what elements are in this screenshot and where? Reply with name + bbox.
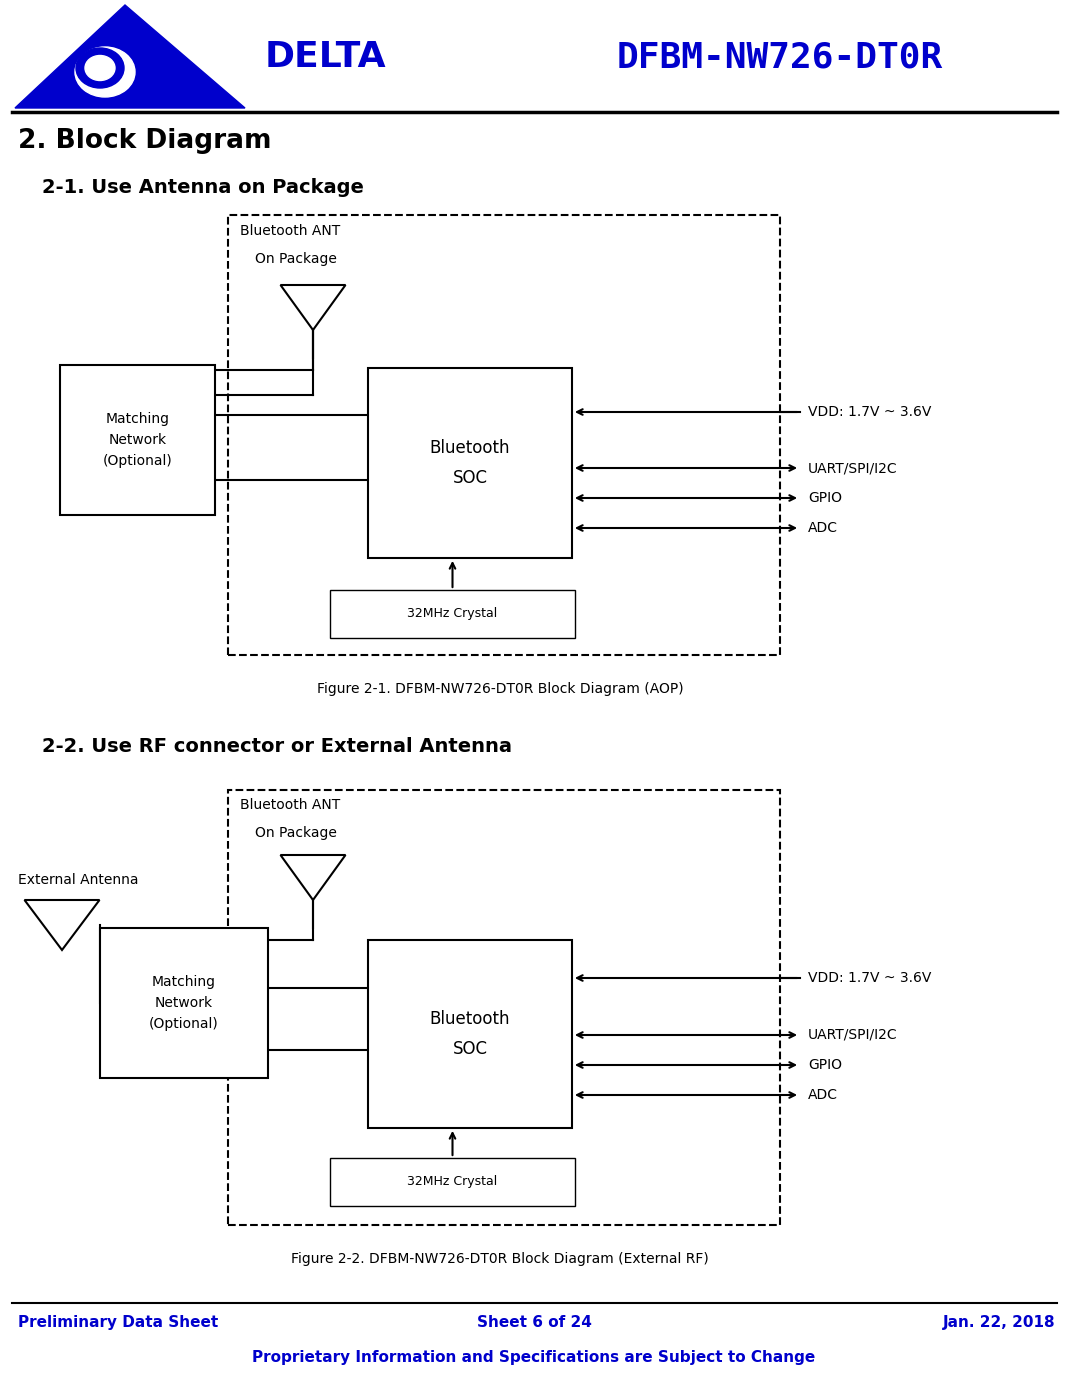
Bar (330, 1158, 575, 1206)
Text: UART/SPI/I2C: UART/SPI/I2C (808, 461, 898, 475)
Text: Bluetooth
SOC: Bluetooth SOC (430, 1011, 510, 1058)
Bar (330, 590, 575, 638)
Text: Figure 2-2. DFBM-NW726-DT0R Block Diagram (External RF): Figure 2-2. DFBM-NW726-DT0R Block Diagra… (291, 1252, 709, 1266)
Bar (368, 368, 572, 558)
Text: 32MHz Crystal: 32MHz Crystal (407, 1176, 498, 1188)
Polygon shape (280, 855, 345, 900)
Bar (100, 928, 268, 1078)
Text: ADC: ADC (808, 521, 838, 535)
Bar (228, 215, 780, 655)
Text: Bluetooth
SOC: Bluetooth SOC (430, 439, 510, 486)
Text: Preliminary Data Sheet: Preliminary Data Sheet (18, 1314, 218, 1330)
Text: External Antenna: External Antenna (18, 873, 139, 886)
Text: 2-2. Use RF connector or External Antenna: 2-2. Use RF connector or External Antenn… (42, 737, 512, 756)
Text: Proprietary Information and Specifications are Subject to Change: Proprietary Information and Specificatio… (252, 1350, 816, 1366)
Polygon shape (25, 900, 99, 950)
Text: On Package: On Package (255, 252, 337, 266)
Text: Jan. 22, 2018: Jan. 22, 2018 (943, 1314, 1055, 1330)
Text: 2. Block Diagram: 2. Block Diagram (18, 127, 272, 154)
Text: DELTA: DELTA (265, 40, 387, 73)
Text: 32MHz Crystal: 32MHz Crystal (407, 608, 498, 620)
Ellipse shape (75, 47, 135, 97)
Polygon shape (15, 6, 245, 108)
Text: Matching
Network
(Optional): Matching Network (Optional) (103, 413, 172, 468)
Text: VDD: 1.7V ~ 3.6V: VDD: 1.7V ~ 3.6V (808, 404, 931, 420)
Ellipse shape (86, 55, 115, 80)
Text: UART/SPI/I2C: UART/SPI/I2C (808, 1028, 898, 1042)
Text: On Package: On Package (255, 825, 337, 839)
Text: GPIO: GPIO (808, 492, 842, 506)
Text: Sheet 6 of 24: Sheet 6 of 24 (477, 1314, 591, 1330)
Text: Bluetooth ANT: Bluetooth ANT (241, 798, 340, 812)
Text: GPIO: GPIO (808, 1058, 842, 1072)
Polygon shape (280, 285, 345, 330)
Text: ADC: ADC (808, 1089, 838, 1102)
Text: 2-1. Use Antenna on Package: 2-1. Use Antenna on Package (42, 179, 363, 197)
Text: Bluetooth ANT: Bluetooth ANT (241, 224, 340, 238)
Text: VDD: 1.7V ~ 3.6V: VDD: 1.7V ~ 3.6V (808, 971, 931, 985)
Bar (60, 366, 215, 515)
Bar (228, 789, 780, 1224)
Ellipse shape (76, 48, 124, 89)
Bar (368, 940, 572, 1127)
Text: DFBM-NW726-DT0R: DFBM-NW726-DT0R (617, 40, 943, 73)
Text: Matching
Network
(Optional): Matching Network (Optional) (149, 975, 219, 1030)
Text: Figure 2-1. DFBM-NW726-DT0R Block Diagram (AOP): Figure 2-1. DFBM-NW726-DT0R Block Diagra… (316, 681, 683, 697)
